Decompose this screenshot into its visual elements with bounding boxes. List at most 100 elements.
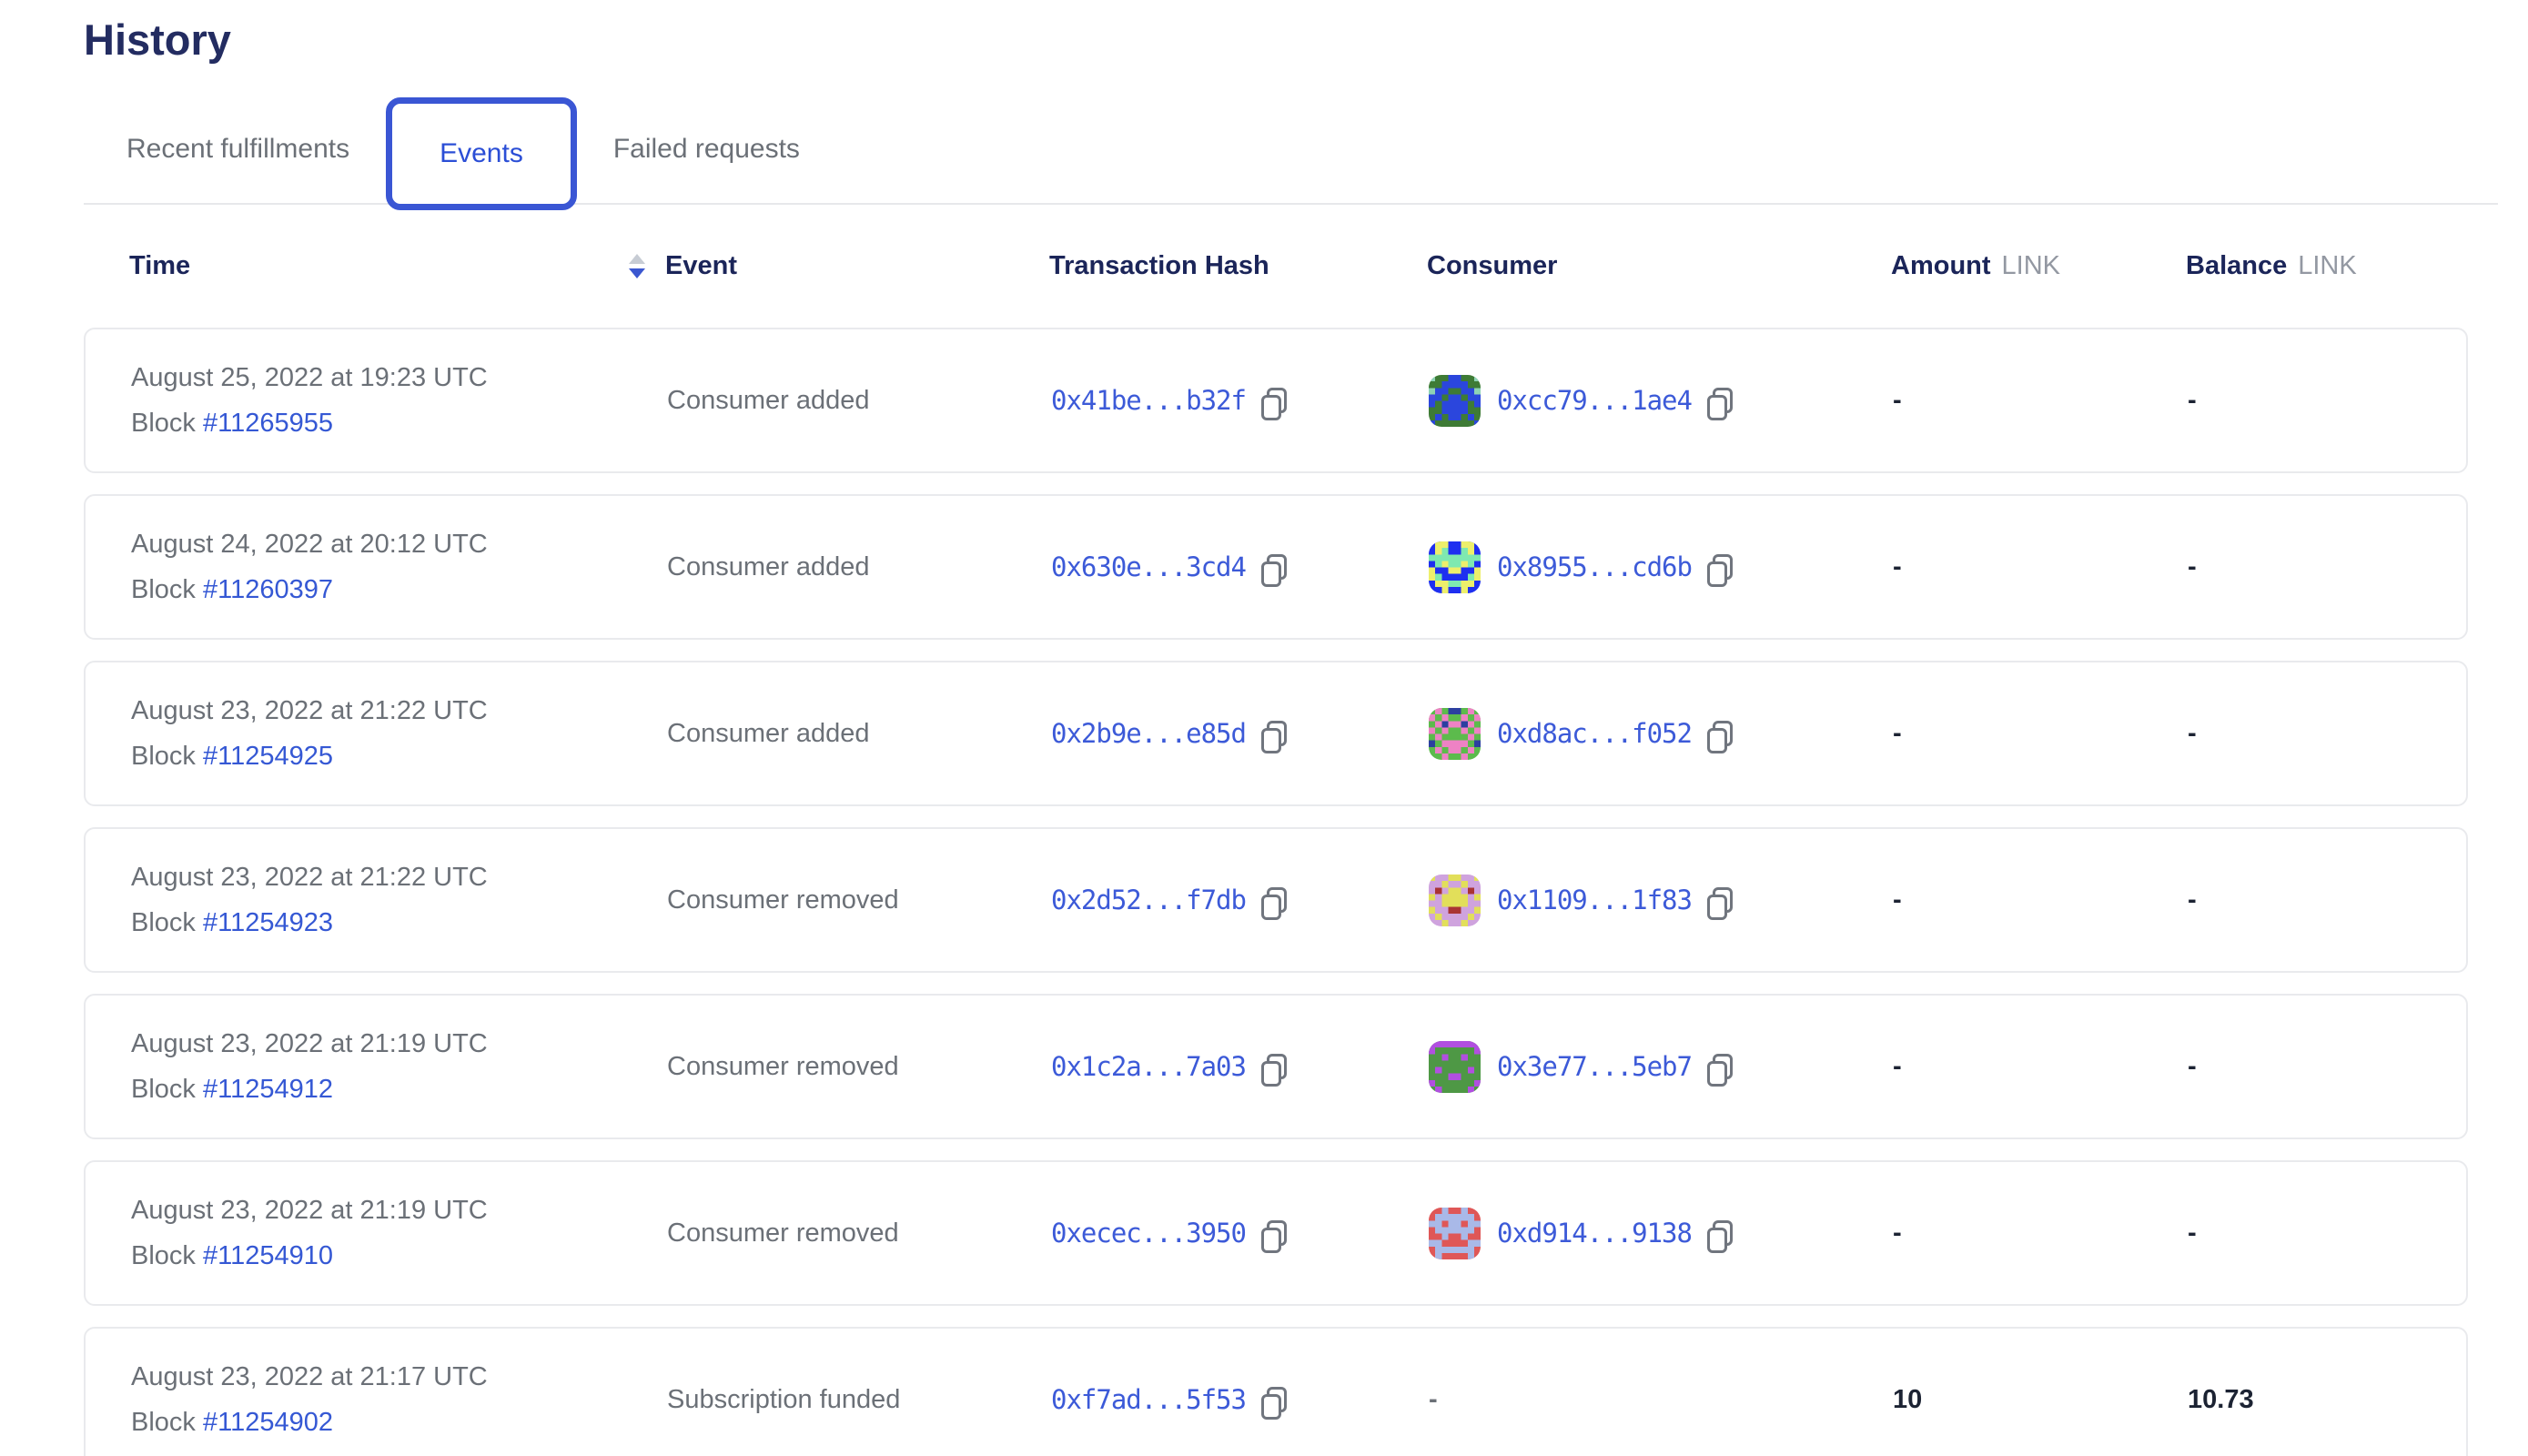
consumer-avatar bbox=[1429, 374, 1481, 427]
event-type: Consumer removed bbox=[667, 1218, 899, 1248]
copy-icon[interactable] bbox=[1260, 887, 1288, 920]
transaction-hash-link[interactable]: 0x2d52...f7db bbox=[1051, 885, 1247, 915]
block-label: Block bbox=[131, 574, 196, 604]
tab-failed-requests[interactable]: Failed requests bbox=[612, 134, 800, 164]
block-number-link[interactable]: #11254925 bbox=[202, 741, 333, 771]
tabs: Recent fulfillments Events Failed reques… bbox=[84, 96, 2498, 210]
tab-events[interactable]: Events bbox=[386, 97, 577, 210]
transaction-hash-link[interactable]: 0x1c2a...7a03 bbox=[1051, 1051, 1247, 1082]
table-body: August 25, 2022 at 19:23 UTC Block #1126… bbox=[84, 328, 2528, 1456]
event-type: Subscription funded bbox=[667, 1384, 901, 1414]
column-header-balance[interactable]: Balance LINK bbox=[2186, 251, 2357, 280]
consumer-address-link[interactable]: 0xd8ac...f052 bbox=[1497, 718, 1693, 749]
copy-icon[interactable] bbox=[1706, 1220, 1734, 1253]
block-label: Block bbox=[131, 1407, 196, 1437]
copy-icon[interactable] bbox=[1260, 554, 1288, 587]
tab-recent-fulfillments[interactable]: Recent fulfillments bbox=[126, 134, 350, 164]
block-label: Block bbox=[131, 741, 196, 771]
block-line: Block #11265955 bbox=[131, 409, 667, 439]
balance-value: - bbox=[2188, 385, 2197, 415]
table-header-row: Time Event Transaction Hash Consumer Amo… bbox=[84, 205, 2468, 328]
block-number-link[interactable]: #11254910 bbox=[202, 1240, 333, 1270]
block-line: Block #11254923 bbox=[131, 908, 667, 938]
consumer-address-link[interactable]: 0xd914...9138 bbox=[1497, 1218, 1693, 1249]
transaction-hash-link[interactable]: 0xecec...3950 bbox=[1051, 1218, 1247, 1249]
copy-icon[interactable] bbox=[1706, 1054, 1734, 1087]
table-row: August 23, 2022 at 21:22 UTC Block #1125… bbox=[84, 827, 2468, 973]
consumer-cell: 0xd8ac...f052 bbox=[1429, 707, 1893, 760]
time-cell: August 23, 2022 at 21:19 UTC Block #1125… bbox=[131, 1029, 667, 1105]
event-type: Consumer added bbox=[667, 385, 870, 415]
table-row: August 23, 2022 at 21:22 UTC Block #1125… bbox=[84, 661, 2468, 806]
consumer-cell: 0xd914...9138 bbox=[1429, 1207, 1893, 1259]
event-type: Consumer added bbox=[667, 718, 870, 748]
copy-icon[interactable] bbox=[1706, 721, 1734, 753]
amount-unit-label: LINK bbox=[2001, 251, 2061, 280]
balance-value: - bbox=[2188, 718, 2197, 748]
balance-value: - bbox=[2188, 1218, 2197, 1248]
sort-up-arrow bbox=[629, 254, 645, 264]
row-timestamp: August 23, 2022 at 21:22 UTC bbox=[131, 695, 488, 725]
page-title: History bbox=[84, 15, 231, 64]
copy-icon[interactable] bbox=[1260, 721, 1288, 753]
amount-value: - bbox=[1893, 1218, 1902, 1248]
balance-unit-label: LINK bbox=[2298, 251, 2357, 280]
block-number-link[interactable]: #11260397 bbox=[202, 574, 333, 604]
table-row: August 25, 2022 at 19:23 UTC Block #1126… bbox=[84, 328, 2468, 473]
table-row: August 23, 2022 at 21:17 UTC Block #1125… bbox=[84, 1327, 2468, 1456]
event-type: Consumer removed bbox=[667, 885, 899, 915]
column-header-amount[interactable]: Amount LINK bbox=[1891, 251, 2061, 280]
time-cell: August 23, 2022 at 21:22 UTC Block #1125… bbox=[131, 696, 667, 772]
sort-descending-icon[interactable] bbox=[629, 254, 645, 278]
transaction-hash-cell: 0x41be...b32f bbox=[1051, 384, 1429, 420]
block-number-link[interactable]: #11254902 bbox=[202, 1407, 333, 1437]
consumer-address-link[interactable]: 0x8955...cd6b bbox=[1497, 551, 1693, 582]
row-timestamp: August 23, 2022 at 21:19 UTC bbox=[131, 1195, 488, 1225]
transaction-hash-cell: 0xf7ad...5f53 bbox=[1051, 1383, 1429, 1420]
block-number-link[interactable]: #11254923 bbox=[202, 907, 333, 937]
history-table: Time Event Transaction Hash Consumer Amo… bbox=[84, 205, 2528, 1456]
copy-icon[interactable] bbox=[1706, 887, 1734, 920]
copy-icon[interactable] bbox=[1260, 388, 1288, 420]
time-cell: August 23, 2022 at 21:19 UTC Block #1125… bbox=[131, 1196, 667, 1271]
column-header-transaction-hash[interactable]: Transaction Hash bbox=[1049, 251, 1269, 280]
block-line: Block #11254902 bbox=[131, 1408, 667, 1438]
column-header-time[interactable]: Time bbox=[129, 251, 665, 281]
consumer-address-link[interactable]: 0x3e77...5eb7 bbox=[1497, 1051, 1693, 1082]
column-header-event[interactable]: Event bbox=[665, 251, 737, 280]
transaction-hash-link[interactable]: 0x2b9e...e85d bbox=[1051, 718, 1247, 749]
block-number-link[interactable]: #11265955 bbox=[202, 408, 333, 438]
event-type: Consumer added bbox=[667, 551, 870, 581]
consumer-address-link[interactable]: 0x1109...1f83 bbox=[1497, 885, 1693, 915]
copy-icon[interactable] bbox=[1260, 1054, 1288, 1087]
column-header-consumer[interactable]: Consumer bbox=[1427, 251, 1558, 280]
consumer-address-link[interactable]: 0xcc79...1ae4 bbox=[1497, 385, 1693, 416]
block-number-link[interactable]: #11254912 bbox=[202, 1074, 333, 1104]
block-line: Block #11254910 bbox=[131, 1241, 667, 1271]
block-line: Block #11260397 bbox=[131, 575, 667, 605]
copy-icon[interactable] bbox=[1260, 1387, 1288, 1420]
time-cell: August 23, 2022 at 21:17 UTC Block #1125… bbox=[131, 1362, 667, 1438]
block-label: Block bbox=[131, 907, 196, 937]
transaction-hash-cell: 0x1c2a...7a03 bbox=[1051, 1050, 1429, 1087]
row-timestamp: August 24, 2022 at 20:12 UTC bbox=[131, 529, 488, 559]
balance-value: - bbox=[2188, 1051, 2197, 1081]
table-row: August 24, 2022 at 20:12 UTC Block #1126… bbox=[84, 494, 2468, 640]
transaction-hash-cell: 0x2b9e...e85d bbox=[1051, 717, 1429, 753]
consumer-empty-value: - bbox=[1429, 1384, 1438, 1414]
consumer-cell: 0x8955...cd6b bbox=[1429, 541, 1893, 593]
block-label: Block bbox=[131, 1240, 196, 1270]
copy-icon[interactable] bbox=[1260, 1220, 1288, 1253]
transaction-hash-link[interactable]: 0xf7ad...5f53 bbox=[1051, 1384, 1247, 1415]
block-line: Block #11254925 bbox=[131, 742, 667, 772]
table-row: August 23, 2022 at 21:19 UTC Block #1125… bbox=[84, 1160, 2468, 1306]
transaction-hash-link[interactable]: 0x630e...3cd4 bbox=[1051, 551, 1247, 582]
balance-value: - bbox=[2188, 551, 2197, 581]
copy-icon[interactable] bbox=[1706, 388, 1734, 420]
transaction-hash-link[interactable]: 0x41be...b32f bbox=[1051, 385, 1247, 416]
consumer-avatar bbox=[1429, 874, 1481, 926]
time-cell: August 24, 2022 at 20:12 UTC Block #1126… bbox=[131, 530, 667, 605]
copy-icon[interactable] bbox=[1706, 554, 1734, 587]
row-timestamp: August 23, 2022 at 21:22 UTC bbox=[131, 862, 488, 892]
block-label: Block bbox=[131, 1074, 196, 1104]
